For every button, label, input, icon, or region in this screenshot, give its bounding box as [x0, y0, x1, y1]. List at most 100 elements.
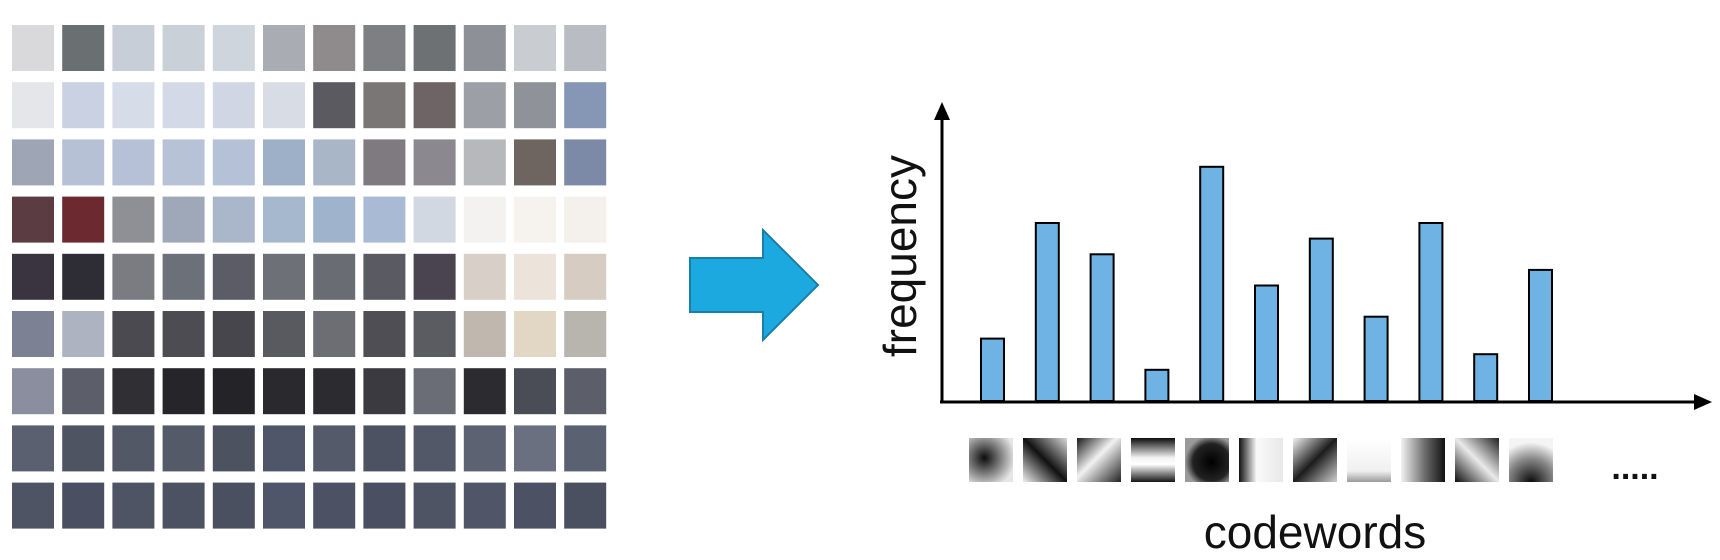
image-patch: [413, 311, 456, 357]
histogram-bar: [1528, 268, 1553, 402]
codeword-horizontal-bar-icon: [1131, 438, 1175, 482]
image-patch: [12, 368, 54, 415]
image-patch: [12, 196, 54, 243]
image-patch: [313, 368, 356, 415]
image-patch: [413, 482, 456, 529]
right-arrow-icon: [689, 227, 820, 343]
image-patch: [112, 253, 155, 300]
histogram-bar: [1363, 315, 1389, 403]
image-patch-grid: [12, 25, 607, 529]
codeword-histogram: frequency ..... codewords: [874, 102, 1712, 558]
histogram-bar: [1473, 353, 1499, 403]
image-patch: [162, 425, 205, 472]
image-patch: [564, 425, 607, 472]
image-patch: [363, 368, 406, 415]
image-patch: [313, 311, 356, 357]
image-patch: [212, 425, 255, 472]
image-patch: [62, 425, 105, 472]
image-patch: [463, 25, 506, 71]
image-patch: [62, 25, 105, 71]
image-patch: [564, 196, 607, 243]
image-patch: [564, 253, 607, 300]
image-patch: [263, 368, 305, 415]
image-patch: [463, 82, 506, 129]
image-patch: [514, 82, 556, 129]
codeword-diagonal-edge-2-icon: [1077, 438, 1121, 482]
image-patch: [212, 482, 255, 529]
image-patch: [564, 482, 607, 529]
image-patch: [263, 82, 305, 129]
image-patch: [112, 482, 155, 529]
image-patch: [162, 25, 205, 71]
histogram-bar: [1034, 222, 1060, 402]
image-patch: [413, 368, 456, 415]
codeword-vertical-edge-icon: [1239, 438, 1283, 482]
image-patch: [363, 253, 406, 300]
image-patch: [313, 425, 356, 472]
image-patch: [564, 82, 607, 129]
image-patch: [162, 82, 205, 129]
image-patch: [413, 196, 456, 243]
image-patch: [413, 25, 456, 71]
image-patch: [413, 139, 456, 186]
image-patch: [62, 82, 105, 129]
image-patch: [12, 311, 54, 357]
codeword-diagonal-edge-3-icon: [1293, 438, 1337, 482]
image-patch: [363, 196, 406, 243]
image-patch: [212, 139, 255, 186]
codeword-light-flat-icon: [1347, 438, 1391, 482]
codeword-ellipsis: .....: [1611, 449, 1658, 487]
image-patch: [564, 139, 607, 186]
image-patch: [413, 253, 456, 300]
image-patch: [313, 253, 356, 300]
image-patch: [514, 196, 556, 243]
image-patch: [162, 482, 205, 529]
image-patch: [413, 82, 456, 129]
image-patch: [212, 253, 255, 300]
image-patch: [212, 311, 255, 357]
image-patch: [263, 196, 305, 243]
codeword-dark-spot-icon: [969, 438, 1013, 482]
image-patch: [313, 25, 356, 71]
x-axis-arrowhead-icon: [1694, 394, 1712, 410]
image-patch: [12, 425, 54, 472]
codeword-tiles: [969, 438, 1553, 482]
image-patch: [162, 253, 205, 300]
image-patch: [12, 482, 54, 529]
image-patch: [313, 82, 356, 129]
image-patch: [263, 425, 305, 472]
image-patch: [112, 25, 155, 71]
image-patch: [514, 25, 556, 71]
image-patch: [162, 311, 205, 357]
image-patch: [12, 139, 54, 186]
image-patch: [463, 482, 506, 529]
image-patch: [62, 482, 105, 529]
image-patch: [212, 368, 255, 415]
image-patch: [363, 311, 406, 357]
image-patch: [263, 311, 305, 357]
image-patch: [12, 25, 54, 71]
image-patch: [564, 25, 607, 71]
image-patch: [212, 25, 255, 71]
x-axis-label: codewords: [1204, 506, 1426, 558]
image-patch: [62, 253, 105, 300]
histogram-bar: [980, 337, 1005, 403]
image-patch: [363, 425, 406, 472]
image-patch: [514, 482, 556, 529]
image-patch: [363, 482, 406, 529]
image-patch: [162, 139, 205, 186]
image-patch: [564, 311, 607, 357]
image-patch: [263, 482, 305, 529]
histogram-bar: [1199, 165, 1225, 402]
image-patch: [12, 82, 54, 129]
image-patch: [263, 25, 305, 71]
image-patch: [313, 196, 356, 243]
image-patch: [112, 82, 155, 129]
image-patch: [62, 139, 105, 186]
image-patch: [564, 368, 607, 415]
image-patch: [62, 311, 105, 357]
codeword-horizontal-gradient-icon: [1401, 438, 1445, 482]
image-patch: [363, 82, 406, 129]
codeword-diagonal-edge-icon: [1023, 438, 1067, 482]
